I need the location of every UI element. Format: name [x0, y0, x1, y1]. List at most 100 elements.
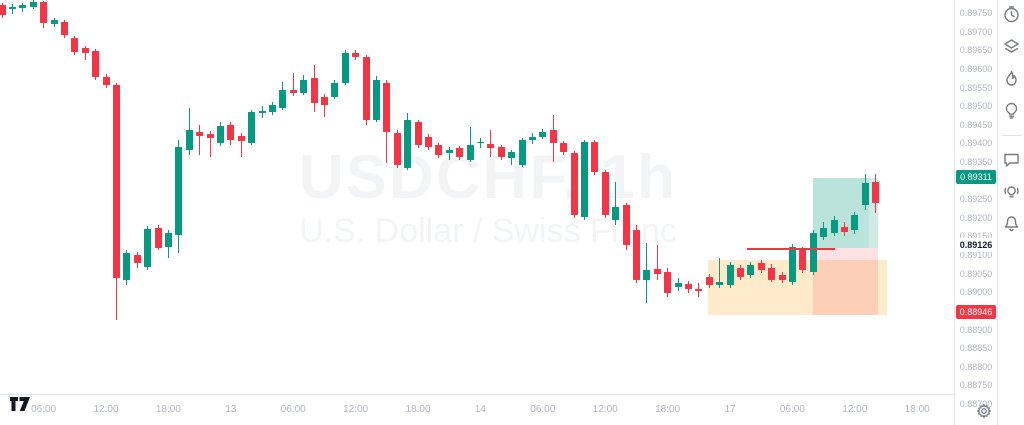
candle-body[interactable] — [19, 4, 27, 8]
bell-icon[interactable] — [1002, 214, 1021, 233]
candle-body[interactable] — [352, 52, 360, 57]
candle-body[interactable] — [726, 264, 734, 285]
candle-body[interactable] — [175, 147, 183, 235]
candle-body[interactable] — [549, 129, 557, 143]
candle-body[interactable] — [528, 137, 536, 140]
candle-body[interactable] — [664, 271, 672, 294]
candle-body[interactable] — [320, 96, 328, 105]
lightbulb-icon[interactable] — [1002, 101, 1021, 120]
flame-icon[interactable] — [1002, 69, 1021, 88]
candle-body[interactable] — [372, 80, 380, 120]
candle-body[interactable] — [601, 172, 609, 215]
settings-gear-icon[interactable] — [976, 403, 992, 419]
candle-body[interactable] — [466, 144, 474, 161]
candle-body[interactable] — [206, 134, 214, 139]
candle-body[interactable] — [768, 268, 776, 281]
candle-body[interactable] — [227, 125, 235, 140]
candle-body[interactable] — [60, 21, 68, 35]
chat-icon[interactable] — [1002, 150, 1021, 169]
candle-body[interactable] — [404, 119, 412, 168]
candle-body[interactable] — [716, 281, 724, 285]
candle-body[interactable] — [508, 151, 516, 158]
candle-body[interactable] — [622, 204, 630, 245]
candle-body[interactable] — [643, 269, 651, 281]
candle-body[interactable] — [580, 141, 588, 218]
candle-body[interactable] — [154, 227, 162, 248]
candle-body[interactable] — [393, 132, 401, 165]
candle-body[interactable] — [445, 150, 453, 154]
candle-body[interactable] — [133, 255, 141, 263]
candle-body[interactable] — [476, 141, 484, 144]
chart-plot-area[interactable]: USDCHF, 1h U.S. Dollar / Swiss Franc — [0, 0, 954, 394]
candle-body[interactable] — [518, 140, 526, 165]
candle-body[interactable] — [861, 182, 869, 205]
candle-body[interactable] — [820, 227, 828, 237]
candle-body[interactable] — [112, 84, 120, 278]
candle-body[interactable] — [102, 77, 110, 85]
price-axis[interactable]: 0.89750 0.89700 0.89650 0.89600 0.89550 0.895… — [954, 0, 997, 425]
candle-body[interactable] — [268, 105, 276, 113]
candle-body[interactable] — [289, 90, 297, 94]
candle-body[interactable] — [81, 48, 89, 53]
candle-body[interactable] — [237, 135, 245, 142]
candle-body[interactable] — [0, 4, 6, 15]
candle-body[interactable] — [830, 220, 838, 234]
candle-body[interactable] — [144, 229, 152, 267]
candle-body[interactable] — [216, 125, 224, 143]
candle-body[interactable] — [414, 122, 422, 145]
candle-body[interactable] — [331, 83, 339, 97]
candle-body[interactable] — [705, 277, 713, 285]
candle-body[interactable] — [632, 230, 640, 281]
candle-body[interactable] — [851, 214, 859, 231]
candle-body[interactable] — [612, 207, 620, 221]
candle-body[interactable] — [185, 129, 193, 151]
broadcast-bulb-icon[interactable] — [1002, 182, 1021, 201]
candle-body[interactable] — [674, 283, 682, 288]
candle-body[interactable] — [570, 153, 578, 215]
candle-body[interactable] — [497, 147, 505, 158]
candle-body[interactable] — [50, 20, 58, 24]
candle-body[interactable] — [248, 112, 256, 143]
candle-body[interactable] — [840, 227, 848, 232]
candle-body[interactable] — [310, 77, 318, 104]
candle-body[interactable] — [487, 144, 495, 148]
candle-body[interactable] — [196, 131, 204, 136]
layers-icon[interactable] — [1002, 37, 1021, 56]
candle-body[interactable] — [383, 83, 391, 132]
candle-body[interactable] — [539, 131, 547, 138]
candle-body[interactable] — [8, 7, 16, 9]
candle-body[interactable] — [279, 90, 287, 108]
candle-body[interactable] — [40, 1, 48, 24]
candle-body[interactable] — [560, 142, 568, 152]
candle-body[interactable] — [71, 37, 79, 53]
clock-icon[interactable] — [1002, 5, 1021, 24]
position-entry-line[interactable] — [747, 248, 835, 251]
tradingview-logo[interactable] — [9, 396, 31, 417]
profit-zone-inner[interactable] — [813, 177, 869, 248]
candle-body[interactable] — [872, 182, 880, 203]
candle-body[interactable] — [456, 147, 464, 158]
candle-body[interactable] — [684, 284, 692, 289]
candle-body[interactable] — [435, 144, 443, 155]
candle-body[interactable] — [809, 233, 817, 272]
time-axis[interactable]: 06:00 12:00 18:00 13 06:00 12:00 18:00 14 06:00 1… — [0, 394, 954, 425]
candle-body[interactable] — [653, 268, 661, 275]
candle-body[interactable] — [747, 264, 755, 275]
candle-body[interactable] — [341, 52, 349, 84]
candle-body[interactable] — [92, 51, 100, 78]
candle-body[interactable] — [778, 274, 786, 281]
candle-body[interactable] — [695, 288, 703, 292]
candle-body[interactable] — [757, 262, 765, 270]
candle-body[interactable] — [736, 268, 744, 278]
candle-body[interactable] — [300, 80, 308, 94]
candle-body[interactable] — [258, 110, 266, 113]
stop-zone[interactable] — [813, 247, 878, 316]
candle-body[interactable] — [29, 1, 37, 8]
candle-body[interactable] — [123, 252, 131, 281]
candle-body[interactable] — [591, 141, 599, 173]
candle-body[interactable] — [362, 56, 370, 120]
candle-body[interactable] — [424, 137, 432, 148]
candle-body[interactable] — [164, 233, 172, 247]
candle-body[interactable] — [799, 249, 807, 270]
candle-body[interactable] — [788, 246, 796, 282]
